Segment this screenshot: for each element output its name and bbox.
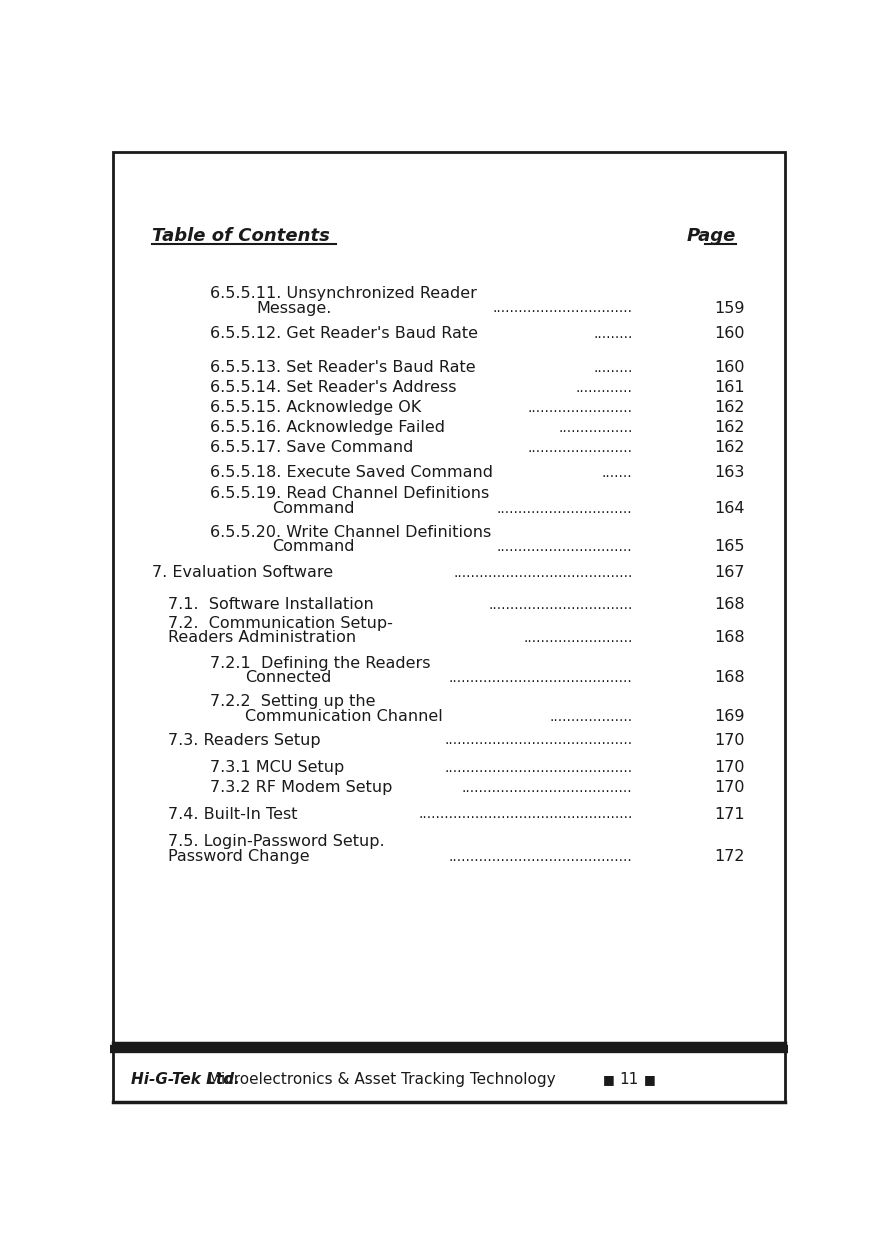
Text: .......: ....... — [602, 466, 632, 479]
Text: ........................: ........................ — [527, 441, 632, 455]
Text: .................: ................. — [558, 421, 632, 435]
Text: 168: 168 — [714, 630, 745, 646]
Text: Command: Command — [272, 539, 355, 554]
Text: 7.5. Login-Password Setup.: 7.5. Login-Password Setup. — [167, 835, 385, 850]
Text: 6.5.5.12. Get Reader's Baud Rate: 6.5.5.12. Get Reader's Baud Rate — [210, 327, 478, 342]
Text: 170: 170 — [715, 733, 745, 748]
Text: ...................: ................... — [549, 709, 632, 724]
Text: Readers Administration: Readers Administration — [167, 630, 356, 646]
Text: ..........................................: ........................................… — [449, 671, 632, 686]
Text: ...........................................: ........................................… — [444, 761, 632, 775]
Text: Command: Command — [272, 501, 355, 515]
Text: ........................: ........................ — [527, 401, 632, 415]
Text: 11: 11 — [619, 1073, 639, 1088]
Text: Connected: Connected — [245, 671, 331, 686]
Text: 168: 168 — [714, 597, 745, 612]
Text: Password Change: Password Change — [167, 850, 309, 864]
Text: .........: ......... — [593, 360, 632, 375]
Text: 7.2.2  Setting up the: 7.2.2 Setting up the — [210, 694, 376, 709]
Text: 161: 161 — [714, 380, 745, 395]
Text: 7.2.  Communication Setup-: 7.2. Communication Setup- — [167, 616, 392, 631]
Text: 162: 162 — [715, 400, 745, 415]
Text: 168: 168 — [714, 671, 745, 686]
Text: 7. Evaluation Software: 7. Evaluation Software — [152, 565, 333, 580]
Text: Hi-G-Tek Ltd.: Hi-G-Tek Ltd. — [131, 1073, 240, 1088]
Text: 160: 160 — [715, 327, 745, 342]
Text: 7.3.1 MCU Setup: 7.3.1 MCU Setup — [210, 760, 344, 775]
Text: 170: 170 — [715, 760, 745, 775]
Text: Microelectronics & Asset Tracking Technology: Microelectronics & Asset Tracking Techno… — [203, 1073, 556, 1088]
Text: .......................................: ....................................... — [462, 781, 632, 795]
Text: Table of Contents: Table of Contents — [152, 227, 330, 245]
Text: Page: Page — [686, 227, 736, 245]
Text: ...............................: ............................... — [497, 540, 632, 554]
Text: .............: ............. — [576, 381, 632, 395]
Text: ■: ■ — [644, 1073, 656, 1087]
Text: 6.5.5.17. Save Command: 6.5.5.17. Save Command — [210, 440, 413, 455]
Text: 6.5.5.14. Set Reader's Address: 6.5.5.14. Set Reader's Address — [210, 380, 456, 395]
Text: ...........................................: ........................................… — [444, 734, 632, 748]
Text: 170: 170 — [715, 780, 745, 795]
Text: 7.4. Built-In Test: 7.4. Built-In Test — [167, 806, 297, 822]
Text: 6.5.5.19. Read Channel Definitions: 6.5.5.19. Read Channel Definitions — [210, 487, 490, 502]
Text: 6.5.5.11. Unsynchronized Reader: 6.5.5.11. Unsynchronized Reader — [210, 286, 477, 301]
Text: 7.3.2 RF Modem Setup: 7.3.2 RF Modem Setup — [210, 780, 392, 795]
Text: 165: 165 — [715, 539, 745, 554]
Text: 164: 164 — [715, 501, 745, 515]
Text: ■: ■ — [603, 1073, 614, 1087]
Text: 172: 172 — [715, 850, 745, 864]
Text: .................................................: ........................................… — [418, 807, 632, 821]
Text: 7.2.1  Defining the Readers: 7.2.1 Defining the Readers — [210, 656, 431, 671]
Text: 6.5.5.16. Acknowledge Failed: 6.5.5.16. Acknowledge Failed — [210, 420, 445, 435]
Text: 167: 167 — [715, 565, 745, 580]
Text: 169: 169 — [715, 709, 745, 724]
Text: .................................: ................................. — [488, 597, 632, 612]
Text: Communication Channel: Communication Channel — [245, 709, 443, 724]
Text: ................................: ................................ — [492, 302, 632, 315]
Text: .........................................: ........................................… — [453, 565, 632, 580]
Text: Message.: Message. — [257, 301, 332, 315]
Text: ...............................: ............................... — [497, 502, 632, 515]
Text: 162: 162 — [715, 420, 745, 435]
Text: .........................: ......................... — [523, 631, 632, 645]
Text: 6.5.5.13. Set Reader's Baud Rate: 6.5.5.13. Set Reader's Baud Rate — [210, 360, 476, 375]
Text: ..........................................: ........................................… — [449, 850, 632, 863]
Text: 159: 159 — [715, 301, 745, 315]
Text: 6.5.5.20. Write Channel Definitions: 6.5.5.20. Write Channel Definitions — [210, 525, 491, 540]
Text: 171: 171 — [714, 806, 745, 822]
Text: 160: 160 — [715, 360, 745, 375]
Text: 162: 162 — [715, 440, 745, 455]
Text: 6.5.5.18. Execute Saved Command: 6.5.5.18. Execute Saved Command — [210, 465, 493, 479]
Text: 7.1.  Software Installation: 7.1. Software Installation — [167, 597, 373, 612]
Text: .........: ......... — [593, 327, 632, 340]
Text: 7.3. Readers Setup: 7.3. Readers Setup — [167, 733, 321, 748]
Text: 6.5.5.15. Acknowledge OK: 6.5.5.15. Acknowledge OK — [210, 400, 421, 415]
Text: 163: 163 — [715, 465, 745, 479]
